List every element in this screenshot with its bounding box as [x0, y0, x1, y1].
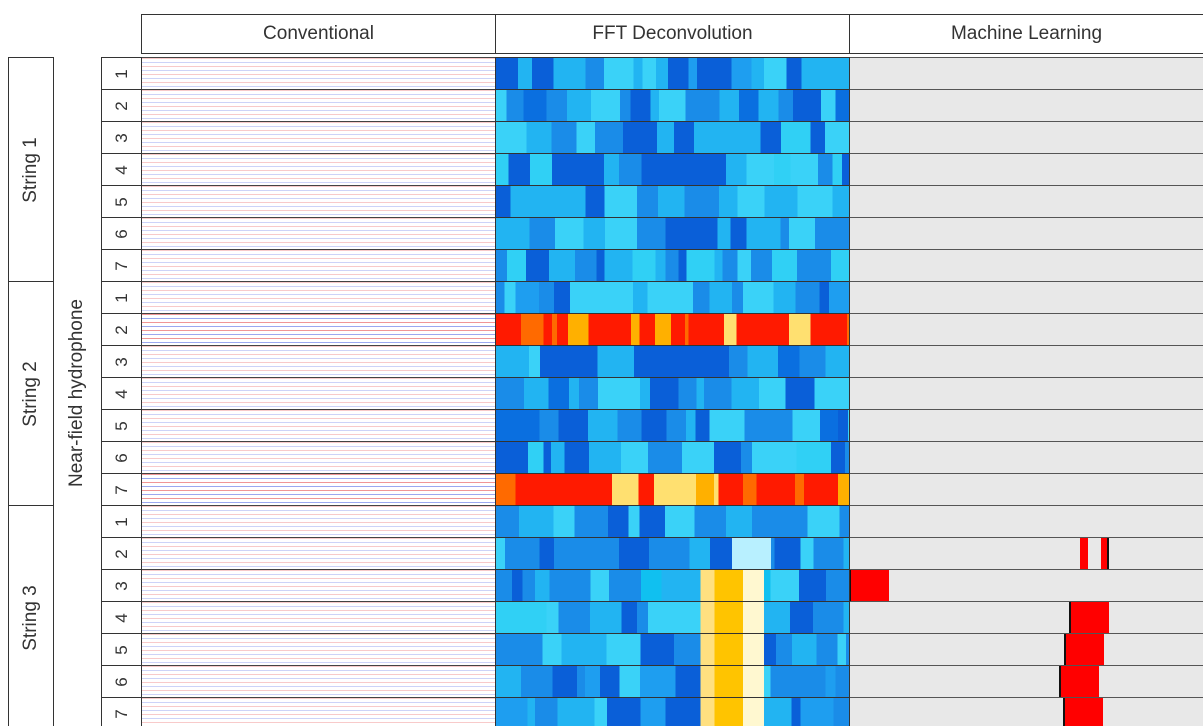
hydrophone-number: 6 [112, 677, 132, 686]
hydrophone-number: 3 [112, 581, 132, 590]
hydrophone-number: 2 [112, 325, 132, 334]
panel-divider [849, 57, 850, 726]
hydrophone-cell: 1 [101, 505, 141, 538]
string-label-box: String 1 [8, 57, 54, 282]
hydrophone-number: 6 [112, 229, 132, 238]
hydrophone-cell: 7 [101, 697, 141, 726]
hydrophone-number: 3 [112, 357, 132, 366]
string-label-box: String 2 [8, 281, 54, 506]
hydrophone-cell: 6 [101, 665, 141, 698]
hydrophone-number: 6 [112, 453, 132, 462]
hydrophone-cell: 1 [101, 281, 141, 314]
hydrophone-number: 1 [112, 293, 132, 302]
hydrophone-cell: 2 [101, 537, 141, 570]
hydrophone-cell: 5 [101, 409, 141, 442]
hydrophone-number: 2 [112, 101, 132, 110]
hydrophone-cell: 4 [101, 153, 141, 186]
axis-label: Near-field hydrophone [66, 299, 88, 487]
hydrophone-cell: 7 [101, 473, 141, 506]
hydrophone-cell: 2 [101, 89, 141, 122]
string-label: String 2 [20, 361, 42, 426]
hydrophone-number: 5 [112, 197, 132, 206]
hydrophone-cell: 2 [101, 313, 141, 346]
hydrophone-number: 7 [112, 485, 132, 494]
hydrophone-cell: 4 [101, 601, 141, 634]
column-header: FFT Deconvolution [495, 14, 850, 54]
axis-label-box: Near-field hydrophone [53, 57, 101, 726]
column-header: Machine Learning [849, 14, 1203, 54]
string-label-box: String 3 [8, 505, 54, 726]
hydrophone-number: 2 [112, 549, 132, 558]
hydrophone-cell: 7 [101, 249, 141, 282]
hydrophone-cell: 6 [101, 441, 141, 474]
hydrophone-cell: 3 [101, 345, 141, 378]
hydrophone-number: 4 [112, 389, 132, 398]
hydrophone-number: 4 [112, 165, 132, 174]
hydrophone-number: 4 [112, 613, 132, 622]
hydrophone-cell: 3 [101, 121, 141, 154]
hydrophone-number: 5 [112, 421, 132, 430]
string-label: String 3 [20, 585, 42, 650]
string-label: String 1 [20, 137, 42, 202]
hydrophone-cell: 1 [101, 57, 141, 90]
hydrophone-number: 1 [112, 69, 132, 78]
hydrophone-number: 7 [112, 261, 132, 270]
hydrophone-cell: 6 [101, 217, 141, 250]
panel-frame [141, 57, 1203, 726]
hydrophone-number: 5 [112, 645, 132, 654]
hydrophone-cell: 5 [101, 633, 141, 666]
column-header: Conventional [141, 14, 496, 54]
hydrophone-number: 1 [112, 517, 132, 526]
figure: ConventionalFFT DeconvolutionMachine Lea… [0, 0, 1203, 726]
hydrophone-number: 3 [112, 133, 132, 142]
hydrophone-cell: 3 [101, 569, 141, 602]
hydrophone-number: 7 [112, 709, 132, 718]
hydrophone-cell: 5 [101, 185, 141, 218]
panel-divider [495, 57, 496, 726]
hydrophone-cell: 4 [101, 377, 141, 410]
